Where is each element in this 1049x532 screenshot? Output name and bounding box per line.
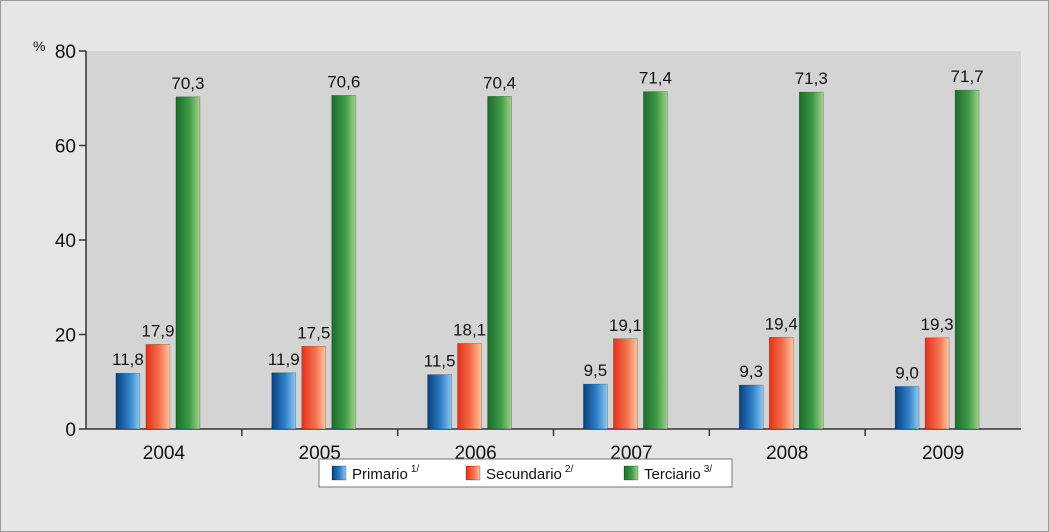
bar-terciario [331, 95, 357, 430]
legend-label: Secundario [486, 466, 562, 483]
bar-primario [427, 374, 452, 430]
bar-series-group [115, 89, 980, 430]
data-label: 70,6 [327, 72, 360, 91]
bar-primario [894, 386, 920, 430]
x-tick-label: 2004 [143, 443, 186, 464]
data-label: 11,9 [268, 350, 300, 369]
data-label: 71,3 [795, 69, 828, 88]
data-label: 9,0 [895, 363, 919, 382]
legend-box [318, 458, 733, 488]
bar-secundario [924, 337, 950, 430]
data-label: 18,1 [453, 320, 486, 339]
y-tick-label: 60 [55, 137, 76, 158]
data-label: 71,4 [639, 69, 672, 88]
data-labels-group: 11,8 11,9 11,5 9,5 9,3 9,0 17,9 17,5 18,1 19,1 19,… [112, 67, 984, 382]
data-label: 71,7 [951, 67, 984, 86]
x-axis-ticks: 2004 2005 2006 2007 2008 2009 [143, 429, 964, 464]
bar-terciario [954, 89, 980, 430]
bar-secundario [145, 344, 171, 430]
bar-primario [738, 384, 764, 430]
data-label: 70,4 [483, 73, 516, 92]
data-label: 17,9 [141, 321, 174, 340]
y-tick-label: 40 [55, 231, 76, 252]
data-label: 11,8 [112, 350, 144, 369]
bar-secundario [457, 343, 482, 430]
bar-primario [271, 372, 297, 430]
x-tick-label: 2009 [922, 443, 964, 464]
bar-primario [115, 372, 141, 430]
legend-label: Primario [352, 466, 408, 483]
legend: Primario 1/Secundario 2/Terciario 3/ [318, 458, 733, 488]
data-label: 11,5 [424, 352, 456, 371]
legend-swatch [623, 465, 639, 481]
plot-area [86, 51, 1021, 429]
bar-terciario [487, 96, 512, 430]
data-label: 9,5 [584, 361, 608, 380]
legend-swatch [465, 465, 481, 481]
y-tick-label: 80 [55, 42, 76, 63]
bar-primario [583, 383, 608, 430]
bar-terciario [643, 91, 668, 430]
legend-note: 2/ [565, 464, 574, 475]
y-tick-label: 20 [55, 326, 76, 347]
data-label: 9,3 [739, 362, 763, 381]
data-label: 19,4 [765, 314, 798, 333]
data-label: 19,1 [609, 316, 642, 335]
legend-note: 1/ [411, 464, 420, 475]
bar-secundario [301, 346, 327, 430]
y-unit-label: % [33, 38, 45, 54]
legend-swatch [331, 465, 347, 481]
bar-terciario [175, 96, 201, 430]
legend-label: Terciario [644, 466, 701, 483]
bar-secundario [613, 338, 638, 430]
bar-secundario [768, 337, 794, 430]
legend-note: 3/ [704, 464, 713, 475]
data-label: 19,3 [921, 315, 954, 334]
x-tick-label: 2008 [766, 443, 808, 464]
data-label: 70,3 [171, 74, 204, 93]
y-tick-label: 0 [65, 420, 76, 441]
bar-terciario [798, 91, 824, 430]
data-label: 17,5 [297, 323, 330, 342]
y-axis-ticks: 0 20 40 60 80 [55, 42, 86, 441]
